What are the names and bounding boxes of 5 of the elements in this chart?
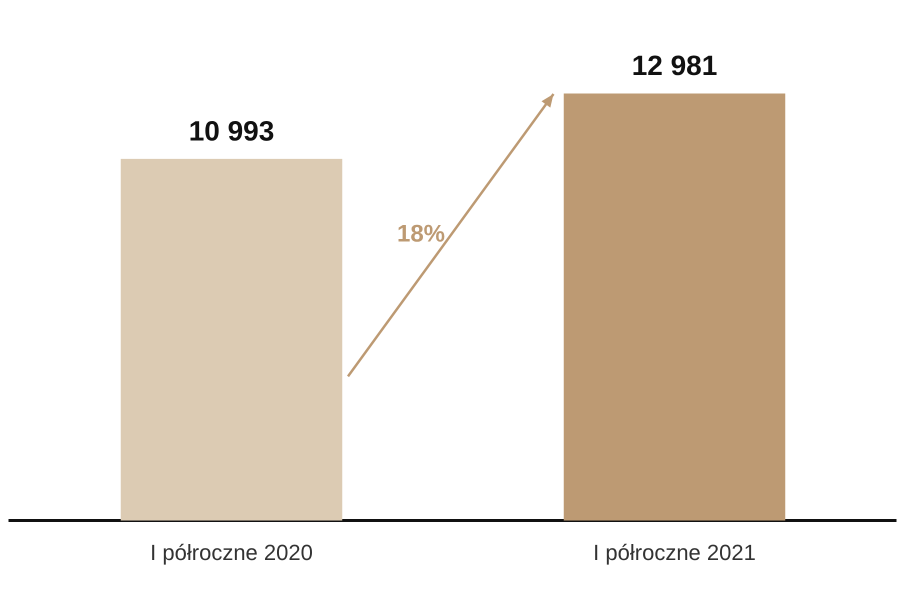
data-label: 12 981 [632, 50, 718, 82]
annotation: 18% [396, 220, 446, 248]
data-label: 10 993 [188, 116, 274, 147]
x-tick-label: I półroczne 2021 [593, 540, 756, 565]
x-tick-label: I półroczne 2020 [150, 540, 313, 565]
